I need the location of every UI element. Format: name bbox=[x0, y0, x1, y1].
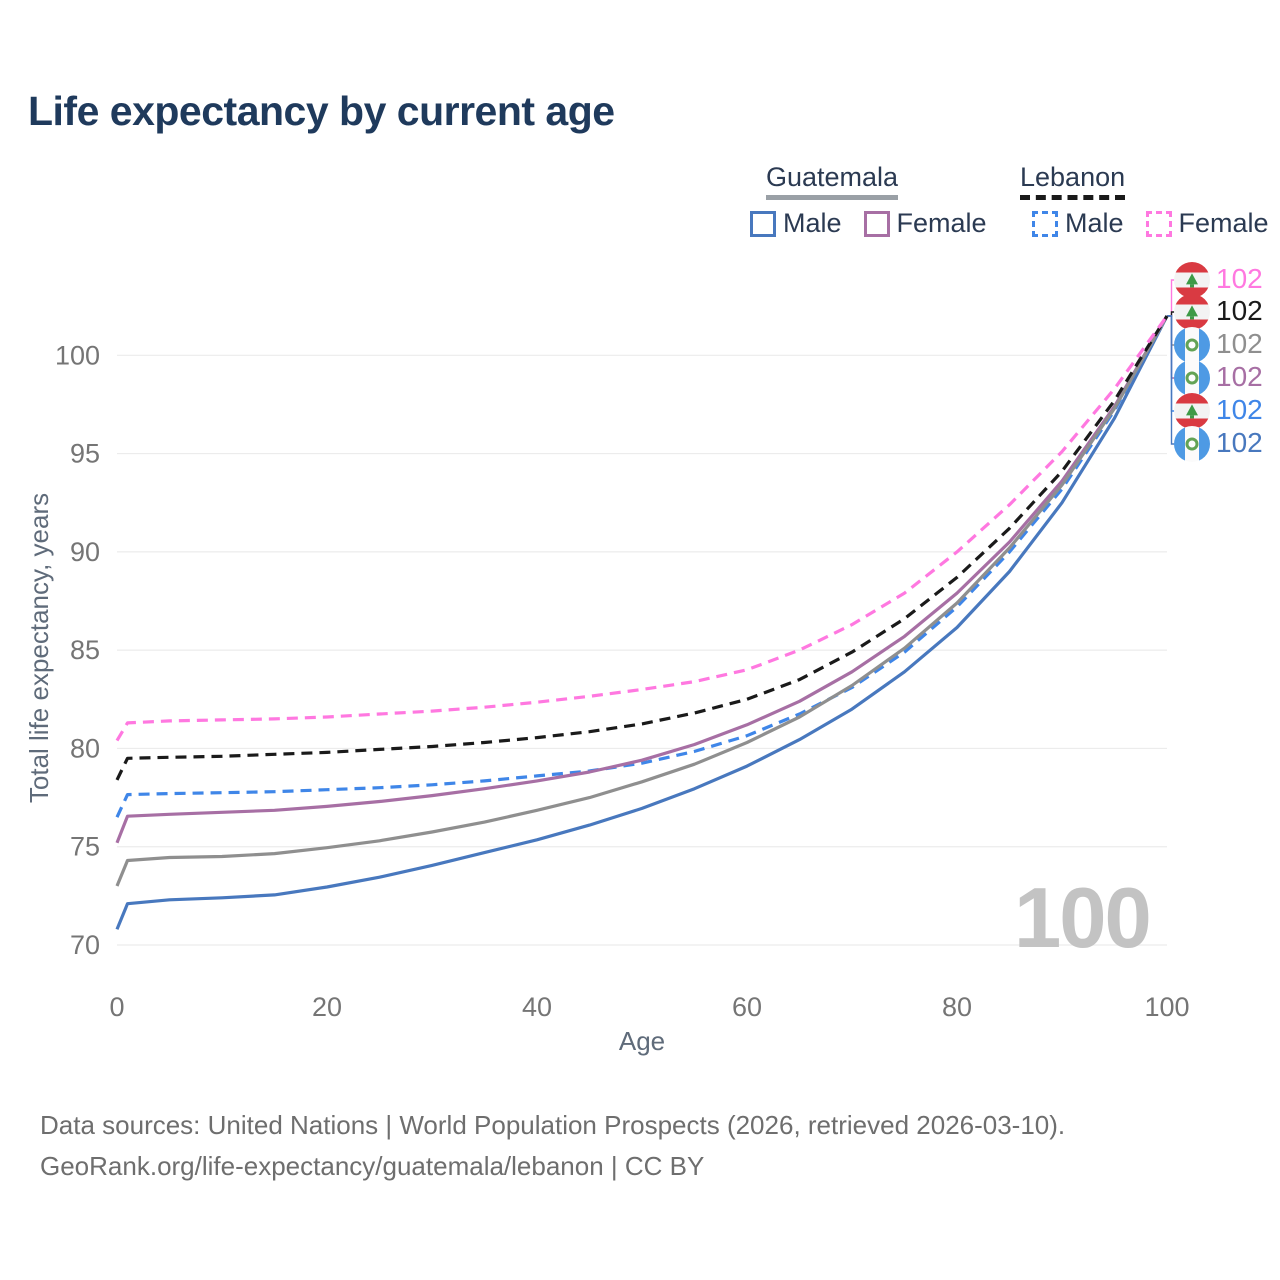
connector-guatemala-male bbox=[1167, 315, 1176, 445]
end-value-label: 102 bbox=[1216, 394, 1263, 425]
wreath-emblem-icon bbox=[1185, 437, 1199, 451]
cedar-tree-icon bbox=[1186, 273, 1198, 288]
legend-swatch-lebanon-male[interactable] bbox=[1032, 210, 1058, 237]
legend-swatch-guatemala-male[interactable] bbox=[750, 210, 776, 237]
end-annotation-lebanon-male: 102 bbox=[1174, 393, 1280, 429]
x-tick-0: 0 bbox=[109, 992, 124, 1022]
cedar-tree-icon bbox=[1186, 404, 1198, 419]
y-tick-100: 100 bbox=[55, 340, 100, 370]
end-annotation-lebanon-female: 102 bbox=[1174, 262, 1280, 298]
guatemala-flag-icon bbox=[1174, 360, 1210, 396]
end-annotation-guatemala-male: 102 bbox=[1174, 426, 1280, 462]
line-guatemala[interactable] bbox=[115, 315, 1169, 887]
footer-data-sources: Data sources: United Nations | World Pop… bbox=[40, 1110, 1066, 1140]
footer: Data sources: United Nations | World Pop… bbox=[40, 1105, 1065, 1187]
series-lines bbox=[115, 315, 1169, 930]
x-tick-80: 80 bbox=[942, 992, 972, 1022]
legend-group-lebanon: Lebanon Male Female bbox=[1020, 162, 1280, 239]
page-title: Life expectancy by current age bbox=[28, 88, 615, 134]
end-value-label: 102 bbox=[1216, 263, 1263, 294]
line-lebanon-female[interactable] bbox=[115, 315, 1169, 742]
y-axis-title: Total life expectancy, years bbox=[24, 493, 54, 803]
gridlines bbox=[117, 354, 1167, 946]
x-tick-100: 100 bbox=[1144, 992, 1189, 1022]
y-tick-80: 80 bbox=[70, 733, 100, 763]
end-annotation-lebanon: 102 bbox=[1174, 294, 1280, 330]
x-axis-title: Age bbox=[619, 1026, 665, 1056]
x-tick-60: 60 bbox=[732, 992, 762, 1022]
footer-attribution: GeoRank.org/life-expectancy/guatemala/le… bbox=[40, 1151, 705, 1181]
x-axis-ticks: 0 20 40 60 80 100 bbox=[109, 992, 1189, 1022]
y-tick-90: 90 bbox=[70, 537, 100, 567]
wreath-emblem-icon bbox=[1185, 338, 1199, 352]
legend-label-lebanon-male[interactable]: Male bbox=[1065, 208, 1124, 238]
legend-country-lebanon[interactable]: Lebanon bbox=[1020, 162, 1126, 200]
y-tick-95: 95 bbox=[70, 439, 100, 469]
y-axis-ticks: 70 75 80 85 90 95 100 bbox=[55, 340, 100, 960]
legend-label-lebanon-female[interactable]: Female bbox=[1178, 208, 1269, 238]
x-tick-20: 20 bbox=[312, 992, 342, 1022]
line-guatemala-female[interactable] bbox=[115, 315, 1169, 844]
cedar-tree-icon bbox=[1186, 305, 1198, 320]
end-value-label: 102 bbox=[1216, 361, 1263, 392]
y-tick-70: 70 bbox=[70, 930, 100, 960]
x-tick-40: 40 bbox=[522, 992, 552, 1022]
guatemala-flag-icon bbox=[1174, 327, 1210, 363]
legend-label-guatemala-male[interactable]: Male bbox=[783, 208, 842, 238]
end-value-label: 102 bbox=[1216, 427, 1263, 458]
y-tick-75: 75 bbox=[70, 832, 100, 862]
legend-swatch-lebanon-female[interactable] bbox=[1145, 210, 1172, 237]
legend-label-guatemala-female[interactable]: Female bbox=[896, 208, 987, 238]
lebanon-flag-icon bbox=[1174, 393, 1210, 429]
wreath-emblem-icon bbox=[1185, 371, 1199, 385]
legend-swatch-guatemala-female[interactable] bbox=[863, 210, 890, 237]
current-age-watermark: 100 bbox=[1014, 871, 1152, 966]
guatemala-flag-icon bbox=[1174, 426, 1210, 462]
end-annotation-guatemala-female: 102 bbox=[1174, 360, 1280, 396]
end-annotation-guatemala: 102 bbox=[1174, 327, 1280, 363]
annotation-connectors bbox=[1167, 279, 1176, 445]
line-lebanon-male[interactable] bbox=[115, 315, 1169, 818]
lebanon-flag-icon bbox=[1174, 294, 1210, 330]
legend-country-guatemala[interactable]: Guatemala bbox=[766, 162, 899, 200]
line-lebanon[interactable] bbox=[115, 315, 1169, 781]
lebanon-flag-icon bbox=[1174, 262, 1210, 298]
legend-group-guatemala: Guatemala Male Female bbox=[750, 162, 1009, 239]
y-tick-85: 85 bbox=[70, 635, 100, 665]
end-value-label: 102 bbox=[1216, 295, 1263, 326]
line-guatemala-male[interactable] bbox=[115, 315, 1169, 930]
end-value-label: 102 bbox=[1216, 328, 1263, 359]
